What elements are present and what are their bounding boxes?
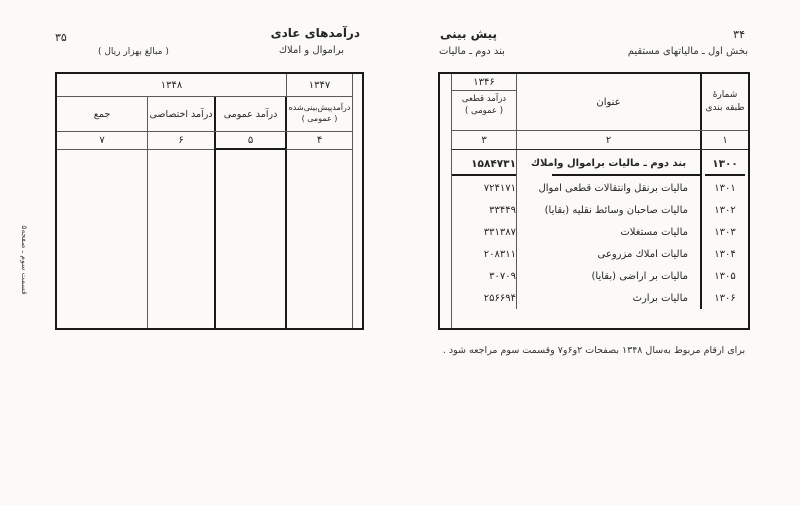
empty-cell-col7 [57,150,147,328]
table-row: ۱۳۰۳ مالیات مستغلات ۳۳۱۳۸۷ [452,221,748,243]
column-number-row: ۱ ۲ ۳ [452,131,748,150]
col-number-6: ۶ [147,132,214,150]
column-label-row: درآمدپیش‌بینی‌شده ( عمومی ) درآمد عمومی … [57,97,352,132]
col-class-line2: طبقه بندی [705,103,745,113]
side-margin-note: قسمت سوم ـ صفحه۵ [20,225,29,295]
empty-cell-col6 [147,150,214,328]
left-table-grid: ۱۳۴۷ ۱۳۴۸ درآمدپیش‌بینی‌شده ( عمومی ) در… [57,74,353,328]
year-header-row: ۱۳۴۷ ۱۳۴۸ [57,74,352,97]
col-number-5: ۵ [214,132,285,150]
right-page-subtitle: بند دوم ـ مالیات [439,46,505,57]
left-page-title: درآمدهای عادی [270,26,360,40]
row-value: ۳۰۷۰۹ [489,270,516,282]
amounts-unit-note: ( مبالغ بهزار ریال ) [98,47,169,57]
total-title-text: بند دوم ـ مالیات براموال واملاك [530,158,687,169]
row-value: ۳۳۱۳۸۷ [483,226,516,238]
col-total-header: جمع [93,108,111,120]
col-forecast-revenue-header: درآمدپیش‌بینی‌شده ( عمومی ) [285,97,352,131]
col-number-2: ۲ [516,131,700,149]
col-forecast-line1: درآمدپیش‌بینی‌شده [288,103,351,113]
reference-footnote: برای ارقام مربوط به‌سال ۱۳۴۸ بصفحات ۲و۶و… [442,345,746,356]
row-title: مالیات صاحبان وسائط نقلیه (بقایا) [516,199,700,221]
column-number-row: ۴ ۵ ۶ ۷ [57,132,352,150]
row-value: ۳۳۴۴۹ [489,204,516,216]
col-forecast-line2: ( عمومی ) [301,114,338,123]
section-header: بخش اول ـ مالیاتهای مستقیم [627,46,748,57]
total-row-value: ۱۵۸۴۷۳۱ [452,150,516,177]
col-revenue-line1: درآمد قطعی [461,94,507,104]
row-code: ۱۳۰۴ [700,243,748,265]
left-forecast-table: ۱۳۴۷ ۱۳۴۸ درآمدپیش‌بینی‌شده ( عمومی ) در… [55,72,364,330]
table-body: ۱۳۰۰ بند دوم ـ مالیات براموال واملاك ۱۵۸… [452,150,748,328]
row-code: ۱۳۰۶ [700,287,748,309]
row-value: ۲۰۸۳۱۱ [483,248,516,260]
year-1346-header: ۱۳۴۶ [452,74,516,91]
table-row: ۱۳۰۲ مالیات صاحبان وسائط نقلیه (بقایا) ۳… [452,199,748,221]
left-page-number: ۳۵ [55,31,67,44]
right-tax-table: شمارهٔ طبقه بندی عنوان ۱۳۴۶ درآمد قطعی (… [438,72,750,330]
table-row: ۱۳۰۶ مالیات برارث ۲۵۶۶۹۴ [452,287,748,309]
total-code-text: ۱۳۰۰ [712,157,738,170]
right-page-title: پیش بینی [440,27,497,41]
year-1348-header: ۱۳۴۸ [160,79,183,91]
col-number-7: ۷ [57,132,147,150]
col-special-revenue-header: درآمد اختصاصی [147,97,214,131]
right-page-number: ۳۴ [733,28,745,41]
total-underline [452,174,516,176]
section-total-row: ۱۳۰۰ بند دوم ـ مالیات براموال واملاك ۱۵۸… [452,150,748,177]
col-class-line1: شمارهٔ [712,89,738,100]
row-code: ۱۳۰۱ [700,177,748,199]
table-row: ۱۳۰۵ مالیات بر اراضی (بقایا) ۳۰۷۰۹ [452,265,748,287]
col-title-header: عنوان [516,74,700,130]
row-value: ۲۵۶۶۹۴ [483,292,516,304]
right-table-grid: شمارهٔ طبقه بندی عنوان ۱۳۴۶ درآمد قطعی (… [451,74,748,328]
left-page-subtitle: براموال و املاك [278,45,344,56]
col-general-revenue-header: درآمد عمومی [214,97,285,131]
total-value-text: ۱۵۸۴۷۳۱ [471,157,516,170]
row-title: مالیات بر اراضی (بقایا) [516,265,700,287]
col-revenue-header: ۱۳۴۶ درآمد قطعی ( عمومی ) [452,74,516,130]
row-title: مالیات املاك مزروعی [516,243,700,265]
total-underline [705,174,745,176]
empty-table-body [57,150,352,328]
row-code: ۱۳۰۲ [700,199,748,221]
col-revenue-line2: ( عمومی ) [464,106,504,116]
col-classification-header: شمارهٔ طبقه بندی [700,74,748,130]
year-1347-header: ۱۳۴۷ [286,74,352,96]
total-row-code: ۱۳۰۰ [700,150,748,177]
total-underline [552,174,700,176]
row-code: ۱۳۰۳ [700,221,748,243]
empty-cell-col5 [214,150,285,328]
total-row-title: بند دوم ـ مالیات براموال واملاك [516,150,700,177]
col-number-1: ۱ [700,131,748,149]
row-title: مالیات برنقل وانتقالات قطعی اموال [516,177,700,199]
row-title: مالیات برارث [516,287,700,309]
col-number-3: ۳ [481,134,487,146]
table-row: ۱۳۰۴ مالیات املاك مزروعی ۲۰۸۳۱۱ [452,243,748,265]
empty-cell-col4 [285,150,352,328]
row-value: ۷۲۴۱۷۱ [483,182,516,194]
table-row: ۱۳۰۱ مالیات برنقل وانتقالات قطعی اموال ۷… [452,177,748,199]
col-number-4: ۴ [285,132,352,150]
row-title: مالیات مستغلات [516,221,700,243]
header-row: شمارهٔ طبقه بندی عنوان ۱۳۴۶ درآمد قطعی (… [452,74,748,131]
row-code: ۱۳۰۵ [700,265,748,287]
